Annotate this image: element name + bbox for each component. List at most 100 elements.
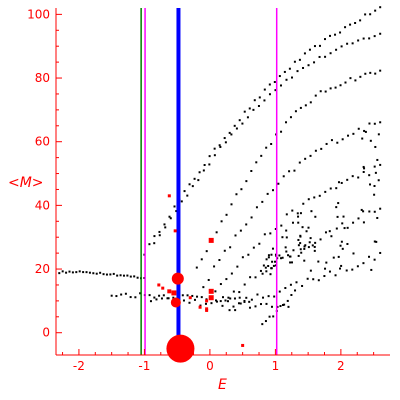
- data-point: [88, 271, 91, 274]
- data-point: [373, 193, 376, 196]
- data-point: [344, 26, 347, 29]
- data-point: [271, 260, 274, 263]
- data-point: [375, 240, 378, 243]
- data-point: [164, 226, 167, 229]
- data-point: [287, 254, 290, 257]
- data-point: [369, 13, 372, 16]
- data-point: [334, 86, 337, 89]
- data-point: [364, 72, 367, 75]
- data-point: [264, 266, 267, 269]
- data-point: [277, 182, 280, 185]
- data-point: [362, 210, 365, 213]
- data-point: [213, 147, 216, 150]
- data-point: [223, 137, 226, 140]
- data-point: [379, 121, 382, 124]
- data-point: [218, 259, 221, 262]
- data-point: [359, 19, 362, 22]
- data-point: [280, 130, 283, 133]
- data-point: [299, 106, 302, 109]
- data-point: [85, 271, 88, 274]
- data-point: [307, 198, 310, 201]
- data-point: [134, 296, 137, 299]
- data-point: [250, 298, 253, 301]
- data-point: [235, 193, 238, 196]
- data-point: [291, 261, 294, 264]
- data-point: [110, 294, 113, 297]
- data-point: [370, 268, 373, 271]
- data-point: [248, 300, 251, 303]
- data-point: [299, 248, 302, 251]
- data-point: [369, 71, 372, 74]
- data-point: [340, 45, 343, 48]
- data-point: [279, 84, 282, 87]
- data-point: [262, 296, 265, 299]
- data-point: [302, 66, 305, 69]
- data-point: [357, 127, 360, 130]
- data-point: [293, 169, 296, 172]
- data-point: [314, 149, 317, 152]
- data-point: [279, 305, 282, 308]
- data-point: [342, 215, 345, 218]
- data-point: [289, 255, 292, 258]
- data-point: [272, 264, 275, 267]
- data-point: [283, 303, 286, 306]
- data-point: [281, 236, 284, 239]
- data-point: [175, 210, 178, 213]
- data-point: [309, 154, 312, 157]
- data-point: [354, 21, 357, 24]
- data-point: [324, 190, 327, 193]
- red-circle-marker: [170, 297, 181, 308]
- data-point: [222, 296, 224, 299]
- data-point: [267, 295, 270, 298]
- data-point: [349, 23, 352, 26]
- y-tick-label: 80: [35, 71, 50, 85]
- data-point: [291, 221, 294, 224]
- data-point: [339, 267, 342, 270]
- data-point: [281, 303, 284, 306]
- red-square-marker: [161, 286, 165, 290]
- data-point: [255, 206, 258, 209]
- data-point: [126, 274, 129, 277]
- data-point: [361, 137, 364, 140]
- data-point: [317, 279, 320, 282]
- data-point: [252, 246, 255, 249]
- data-point: [305, 230, 308, 233]
- data-point: [373, 184, 376, 187]
- data-point: [379, 251, 382, 254]
- data-point: [285, 213, 288, 216]
- data-point: [265, 270, 268, 273]
- data-point: [181, 294, 184, 297]
- data-point: [317, 260, 320, 263]
- data-point: [329, 87, 332, 90]
- data-point: [256, 293, 259, 296]
- data-point: [193, 298, 196, 301]
- data-point: [324, 55, 327, 58]
- data-point: [205, 250, 208, 253]
- data-point: [336, 141, 339, 144]
- data-point: [291, 209, 294, 212]
- x-tick-label: 0: [206, 359, 214, 373]
- data-point: [373, 240, 376, 243]
- data-point: [265, 302, 268, 305]
- data-point: [294, 110, 297, 113]
- data-point: [356, 265, 359, 268]
- data-point: [153, 296, 156, 299]
- data-point: [373, 165, 376, 168]
- data-point: [271, 247, 274, 250]
- red-square-marker: [188, 296, 192, 300]
- data-point: [345, 269, 348, 272]
- red-square-marker: [205, 307, 209, 311]
- data-point: [225, 213, 228, 216]
- data-point: [245, 180, 248, 183]
- data-point: [285, 250, 288, 253]
- data-point: [374, 145, 377, 148]
- data-point: [304, 104, 307, 107]
- data-point: [274, 227, 277, 230]
- data-point: [341, 222, 344, 225]
- data-point: [307, 64, 310, 67]
- data-point: [368, 255, 371, 258]
- data-point: [254, 276, 257, 279]
- data-point: [274, 89, 277, 92]
- data-point: [215, 231, 218, 234]
- data-point: [307, 246, 310, 249]
